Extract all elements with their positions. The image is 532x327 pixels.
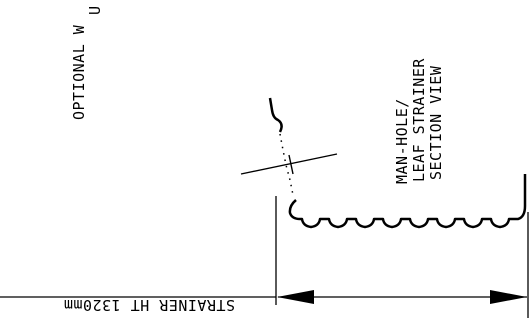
strainer-corrugated-bottom — [288, 174, 527, 229]
dimension-arrow-left — [277, 290, 314, 304]
optional-note-line2: OPTIONAL W — [70, 24, 88, 120]
section-break-line — [240, 153, 338, 175]
section-view-label-line2: LEAF STRAINER — [410, 58, 428, 182]
section-view-label-line1: MAN-HOLE/ — [393, 98, 411, 184]
strainer-height-dimension-label: STRAINER HT 1320mm — [63, 296, 235, 314]
break-tick — [288, 154, 294, 175]
strainer-wall-hidden-line — [279, 133, 294, 196]
dimension-arrow-right — [490, 290, 527, 304]
optional-note-line1: U — [86, 5, 104, 15]
section-view-label-line3: SECTION VIEW — [427, 65, 445, 180]
strainer-top-lip — [268, 97, 283, 133]
